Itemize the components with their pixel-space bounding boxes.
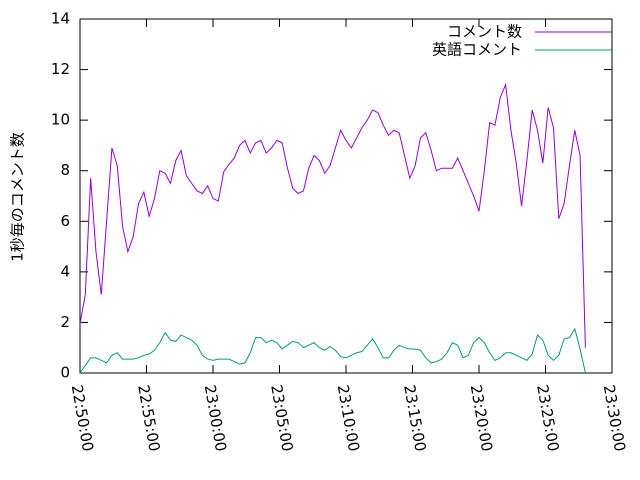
x-tick-label: 23:10:00: [334, 383, 363, 452]
y-tick-label: 10: [51, 111, 70, 129]
x-tick-label: 22:55:00: [134, 383, 163, 452]
legend-label: 英語コメント: [432, 41, 522, 59]
x-tick-label: 23:15:00: [400, 383, 429, 452]
y-axis-label: 1秒毎のコメント数: [9, 132, 27, 262]
y-tick-label: 6: [60, 212, 70, 230]
x-tick-label: 23:00:00: [201, 383, 230, 452]
y-tick-label: 2: [60, 313, 70, 331]
y-tick-label: 14: [51, 10, 70, 28]
data-line: [79, 82, 586, 348]
legend-label: コメント数: [447, 23, 522, 41]
x-tick-label: 23:20:00: [467, 383, 496, 452]
x-tick-label: 23:05:00: [267, 383, 296, 452]
plot-frame: [79, 18, 613, 374]
x-tick-label: 23:25:00: [533, 383, 562, 452]
y-tick-label: 8: [60, 161, 70, 179]
x-tick-label: 23:30:00: [600, 383, 629, 452]
data-line: [79, 327, 586, 374]
x-tick-label: 22:50:00: [68, 383, 97, 452]
y-tick-label: 0: [60, 364, 70, 382]
y-tick-label: 4: [60, 262, 70, 280]
y-tick-label: 12: [51, 60, 70, 78]
